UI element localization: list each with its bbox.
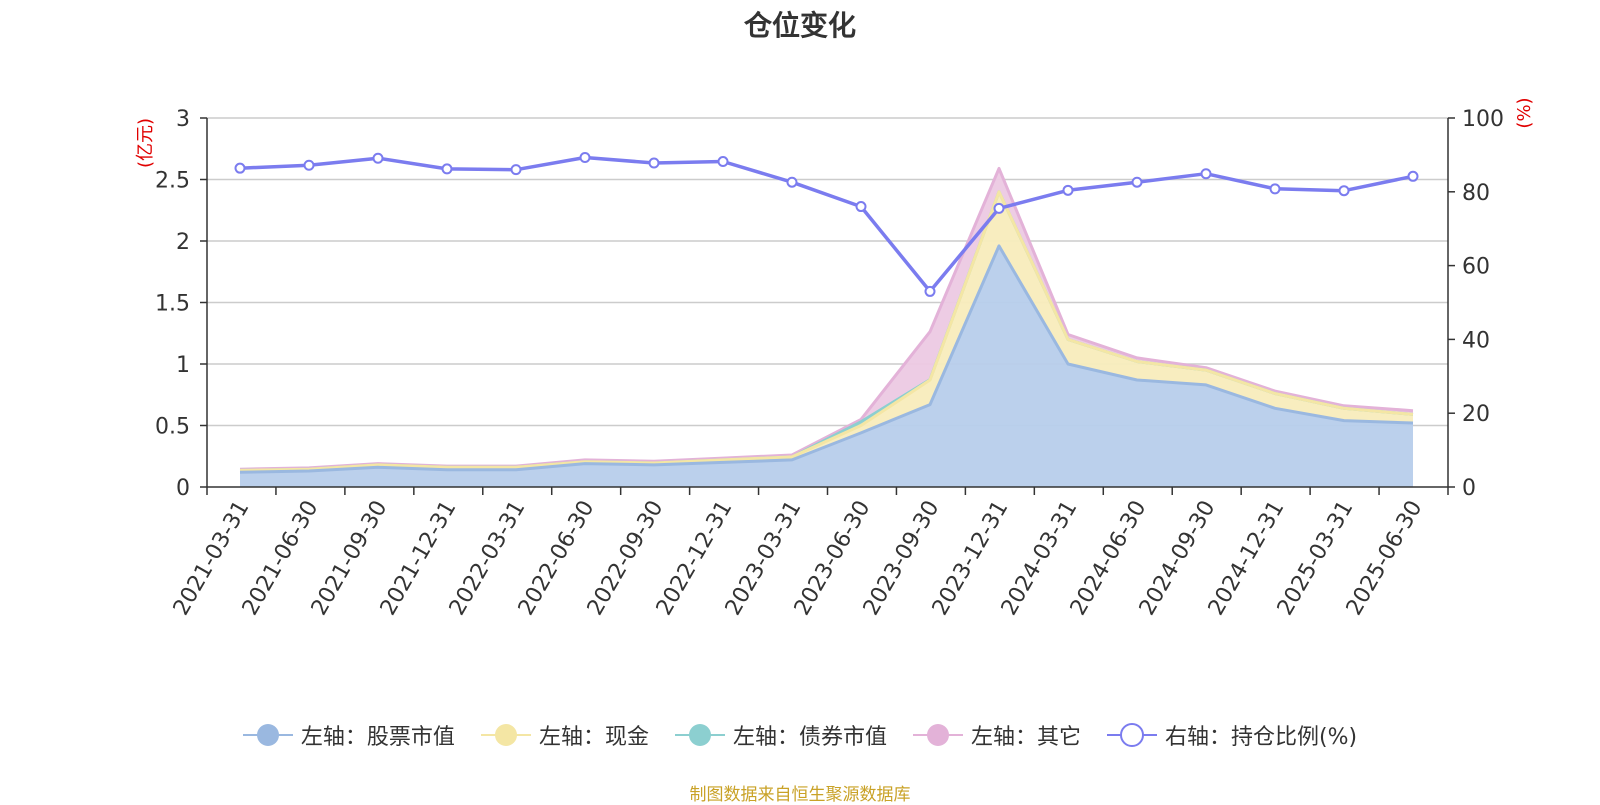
legend-label-bond: 左轴：债券市值 — [732, 725, 887, 750]
ratio-point — [1200, 168, 1212, 180]
y-left-tick-label: 3 — [176, 107, 190, 132]
ratio-point — [1131, 176, 1143, 188]
chart-title: 仓位变化 — [743, 9, 856, 42]
legend-label-stock: 左轴：股票市值 — [300, 725, 455, 750]
ratio-point — [579, 151, 591, 163]
y-left-tick-label: 1.5 — [155, 292, 190, 317]
ratio-point — [510, 164, 522, 176]
legend-swatch-cash — [480, 724, 531, 746]
ratio-point — [1407, 170, 1419, 182]
y-left-tick-label: 2.5 — [155, 169, 190, 194]
ratio-point — [648, 157, 660, 169]
ratio-point — [924, 285, 936, 297]
y-left-tick-label: 0.5 — [155, 415, 190, 440]
legend-item-cash[interactable]: 左轴：现金 — [480, 719, 649, 751]
y-right-unit-label: (%) — [1514, 97, 1535, 128]
ratio-point — [855, 201, 867, 213]
legend-item-ratio[interactable]: 右轴：持仓比例(%) — [1106, 719, 1358, 751]
y-right-tick-label: 100 — [1462, 107, 1504, 132]
source-note: 制图数据来自恒生聚源数据库 — [689, 785, 911, 805]
y-right-tick-label: 60 — [1462, 255, 1490, 280]
ratio-point — [303, 159, 315, 171]
ratio-point — [993, 202, 1005, 214]
y-left-tick-label: 0 — [176, 476, 190, 501]
legend-label-cash: 左轴：现金 — [538, 725, 649, 750]
ratio-point — [234, 162, 246, 174]
legend-label-other: 左轴：其它 — [970, 725, 1081, 750]
legend-swatch-other — [912, 724, 963, 746]
legend-item-other[interactable]: 左轴：其它 — [912, 719, 1081, 751]
legend-item-bond[interactable]: 左轴：债券市值 — [674, 719, 887, 751]
ratio-point — [717, 156, 729, 168]
y-right-tick-label: 20 — [1462, 402, 1490, 427]
ratio-point — [372, 152, 384, 164]
ratio-point — [1062, 184, 1074, 196]
line-cash — [239, 190, 1414, 472]
area-stock — [240, 245, 1413, 487]
ratio-point — [1269, 183, 1281, 195]
legend: 左轴：股票市值 左轴：现金 左轴：债券市值 左轴：其它 右轴：持仓比例(%) — [0, 718, 1600, 752]
ratio-point — [1338, 185, 1350, 197]
y-left-tick-label: 2 — [176, 230, 190, 255]
y-right-tick-label: 0 — [1462, 476, 1476, 501]
y-left-unit-label: (亿元) — [135, 118, 156, 168]
legend-swatch-ratio — [1106, 723, 1157, 747]
legend-item-stock[interactable]: 左轴：股票市值 — [242, 719, 455, 751]
y-left-tick-label: 1 — [176, 353, 190, 378]
ratio-point — [441, 163, 453, 175]
y-right-tick-label: 40 — [1462, 328, 1490, 353]
legend-swatch-stock — [242, 724, 293, 746]
ratio-point — [786, 176, 798, 188]
line-stock — [239, 244, 1414, 474]
legend-label-ratio: 右轴：持仓比例(%) — [1164, 725, 1358, 750]
y-right-tick-label: 80 — [1462, 181, 1490, 206]
line-ratio — [239, 155, 1414, 294]
legend-swatch-bond — [674, 724, 725, 746]
